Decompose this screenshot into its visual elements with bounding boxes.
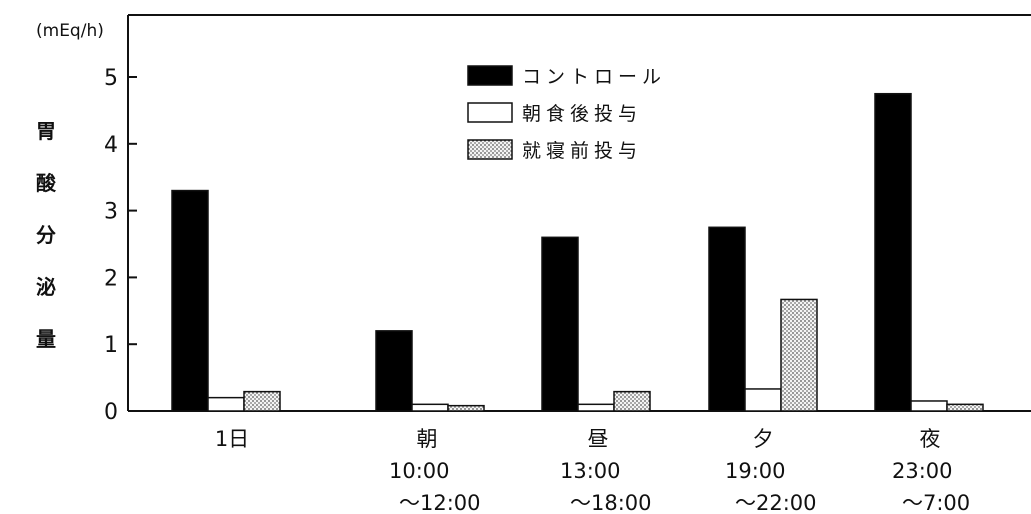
bar-solid-0 xyxy=(171,189,209,412)
legend-label: 就寝前投与 xyxy=(522,140,642,162)
bar-dotted-2 xyxy=(613,390,651,412)
y-tick-label: 4 xyxy=(104,133,118,158)
y-axis-title-char: 分 xyxy=(36,223,56,247)
bar-solid-4 xyxy=(874,92,912,412)
bar-white-1 xyxy=(411,403,449,412)
bar-dotted-1 xyxy=(447,404,485,412)
bar-white-4 xyxy=(910,400,948,412)
y-axis-title-char: 酸 xyxy=(36,171,57,195)
x-category-label: ～7:00 xyxy=(902,491,970,514)
bar-white-2 xyxy=(577,403,615,412)
y-tick-label: 2 xyxy=(104,266,118,291)
y-axis-title-char: 量 xyxy=(36,327,56,351)
x-category-label: 23:00 xyxy=(892,459,953,483)
y-tick-label: 1 xyxy=(104,333,118,358)
y-axis-ticks: 0 1 2 3 4 5 xyxy=(104,66,137,425)
y-axis-title-char: 胃 xyxy=(36,119,56,143)
x-category-label: 朝 xyxy=(417,427,438,451)
legend-swatch-dotted xyxy=(467,139,513,160)
bar-solid-2 xyxy=(541,236,579,412)
legend-label: 朝食後投与 xyxy=(522,103,642,125)
y-tick-label: 5 xyxy=(104,66,118,91)
legend-swatch-solid xyxy=(467,65,513,86)
x-category-label: 昼 xyxy=(588,427,609,451)
bar-solid-1 xyxy=(375,330,413,412)
x-category-label: ～12:00 xyxy=(399,491,481,514)
x-category-label: ～22:00 xyxy=(735,491,817,514)
y-tick-label: 0 xyxy=(104,400,118,425)
bar-white-3 xyxy=(744,388,782,412)
bar-dotted-3 xyxy=(780,298,818,412)
bar-dotted-0 xyxy=(243,390,281,412)
x-category-label: 1日 xyxy=(215,427,249,451)
legend-label: コントロール xyxy=(522,66,666,88)
x-category-label: 13:00 xyxy=(560,459,621,483)
x-axis-categories: 1日 朝 10:00 ～12:00 昼 13:00 ～18:00 夕 19:00 ～22:00 夜 2… xyxy=(215,427,970,514)
bar-solid-3 xyxy=(708,226,746,412)
x-category-label: 10:00 xyxy=(389,459,450,483)
y-tick-label: 3 xyxy=(104,200,118,225)
bar-white-0 xyxy=(207,396,245,412)
x-category-label: 19:00 xyxy=(725,459,786,483)
bars xyxy=(171,92,984,412)
x-category-label: ～18:00 xyxy=(570,491,652,514)
x-category-label: 夜 xyxy=(920,427,941,451)
y-axis-title-char: 泌 xyxy=(36,275,56,299)
bar-dotted-4 xyxy=(946,403,984,412)
legend-swatch-white xyxy=(467,102,513,123)
x-category-label: 夕 xyxy=(753,427,774,451)
y-axis-unit-label: (mEq/h) xyxy=(36,21,104,41)
